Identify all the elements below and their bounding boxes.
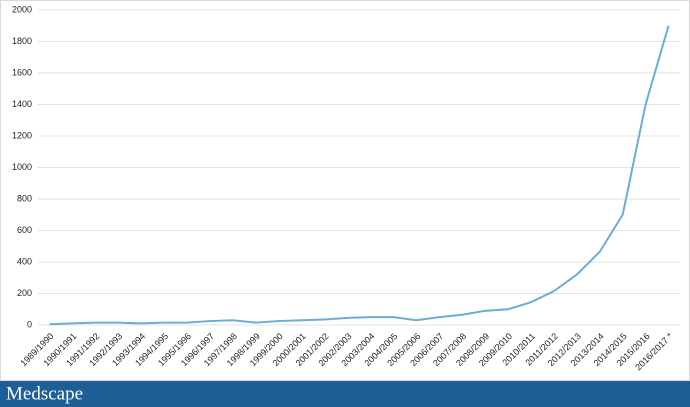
y-tick-label: 1800 [12, 36, 32, 46]
data-line [49, 25, 670, 326]
y-tick-label: 2000 [12, 4, 32, 14]
y-tick-label: 400 [17, 256, 32, 266]
y-tick-label: 800 [17, 193, 32, 203]
y-tick-label: 1000 [12, 162, 32, 172]
y-tick-label: 0 [27, 319, 32, 329]
brand: Medscape [6, 383, 83, 404]
y-tick-label: 200 [17, 288, 32, 298]
y-tick-label: 1600 [12, 67, 32, 77]
footer-bar [0, 381, 690, 407]
y-tick-label: 1400 [12, 99, 32, 109]
y-tick-label: 600 [17, 225, 32, 235]
y-tick-label: 1200 [12, 130, 32, 140]
